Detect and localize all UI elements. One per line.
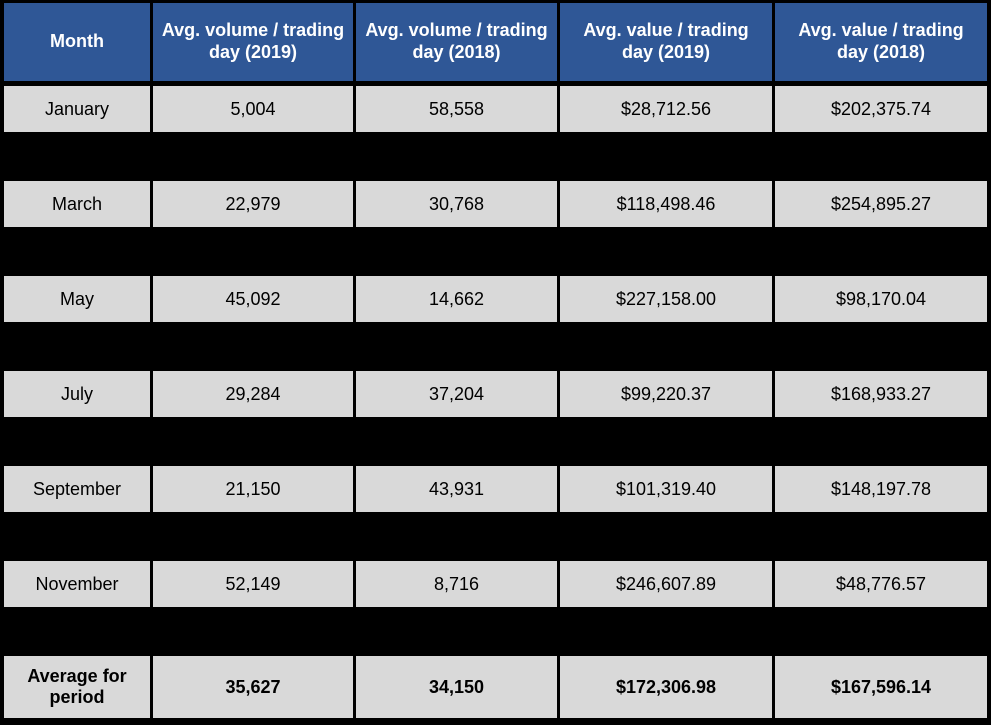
volume-2019-cell: 22,979: [153, 181, 353, 227]
value-2019-cell: $172,306.98: [560, 656, 772, 718]
value-2019-cell: $227,158.00: [560, 276, 772, 322]
redacted-row: [4, 607, 987, 656]
volume-2019-cell: 35,627: [153, 656, 353, 718]
value-2018-cell: $202,375.74: [775, 86, 987, 132]
volume-2019-cell: 45,092: [153, 276, 353, 322]
month-cell: March: [4, 181, 150, 227]
table-row-september: September 21,150 43,931 $101,319.40 $148…: [4, 466, 987, 512]
column-header-avg-volume-2018: Avg. volume / trading day (2018): [356, 3, 557, 81]
volume-2018-cell: 14,662: [356, 276, 557, 322]
volume-2019-cell: 21,150: [153, 466, 353, 512]
month-cell: May: [4, 276, 150, 322]
value-2019-cell: $99,220.37: [560, 371, 772, 417]
month-cell: November: [4, 561, 150, 607]
value-2019-cell: $246,607.89: [560, 561, 772, 607]
value-2018-cell: $48,776.57: [775, 561, 987, 607]
column-header-avg-value-2018: Avg. value / trading day (2018): [775, 3, 987, 81]
column-header-avg-volume-2019: Avg. volume / trading day (2019): [153, 3, 353, 81]
table-header-row: Month Avg. volume / trading day (2019) A…: [4, 3, 987, 81]
value-2018-cell: $167,596.14: [775, 656, 987, 718]
volume-2019-cell: 5,004: [153, 86, 353, 132]
table-row-november: November 52,149 8,716 $246,607.89 $48,77…: [4, 561, 987, 607]
month-cell: Average for period: [4, 656, 150, 718]
volume-2018-cell: 30,768: [356, 181, 557, 227]
table-row-may: May 45,092 14,662 $227,158.00 $98,170.04: [4, 276, 987, 322]
table-row-july: July 29,284 37,204 $99,220.37 $168,933.2…: [4, 371, 987, 417]
column-header-avg-value-2019: Avg. value / trading day (2019): [560, 3, 772, 81]
redacted-row: [4, 512, 987, 561]
table-row-march: March 22,979 30,768 $118,498.46 $254,895…: [4, 181, 987, 227]
volume-2018-cell: 58,558: [356, 86, 557, 132]
volume-2018-cell: 8,716: [356, 561, 557, 607]
value-2019-cell: $118,498.46: [560, 181, 772, 227]
table-row-january: January 5,004 58,558 $28,712.56 $202,375…: [4, 86, 987, 132]
value-2018-cell: $168,933.27: [775, 371, 987, 417]
month-cell: September: [4, 466, 150, 512]
redacted-row: [4, 227, 987, 276]
volume-2019-cell: 29,284: [153, 371, 353, 417]
value-2018-cell: $98,170.04: [775, 276, 987, 322]
redacted-row: [4, 417, 987, 466]
column-header-month: Month: [4, 3, 150, 81]
volume-2018-cell: 34,150: [356, 656, 557, 718]
value-2018-cell: $148,197.78: [775, 466, 987, 512]
value-2019-cell: $101,319.40: [560, 466, 772, 512]
month-cell: January: [4, 86, 150, 132]
volume-2018-cell: 37,204: [356, 371, 557, 417]
redacted-row: [4, 322, 987, 371]
redacted-row: [4, 132, 987, 181]
table-row-average-for-period: Average for period 35,627 34,150 $172,30…: [4, 656, 987, 718]
volume-2019-cell: 52,149: [153, 561, 353, 607]
value-2019-cell: $28,712.56: [560, 86, 772, 132]
volume-2018-cell: 43,931: [356, 466, 557, 512]
value-2018-cell: $254,895.27: [775, 181, 987, 227]
month-cell: July: [4, 371, 150, 417]
